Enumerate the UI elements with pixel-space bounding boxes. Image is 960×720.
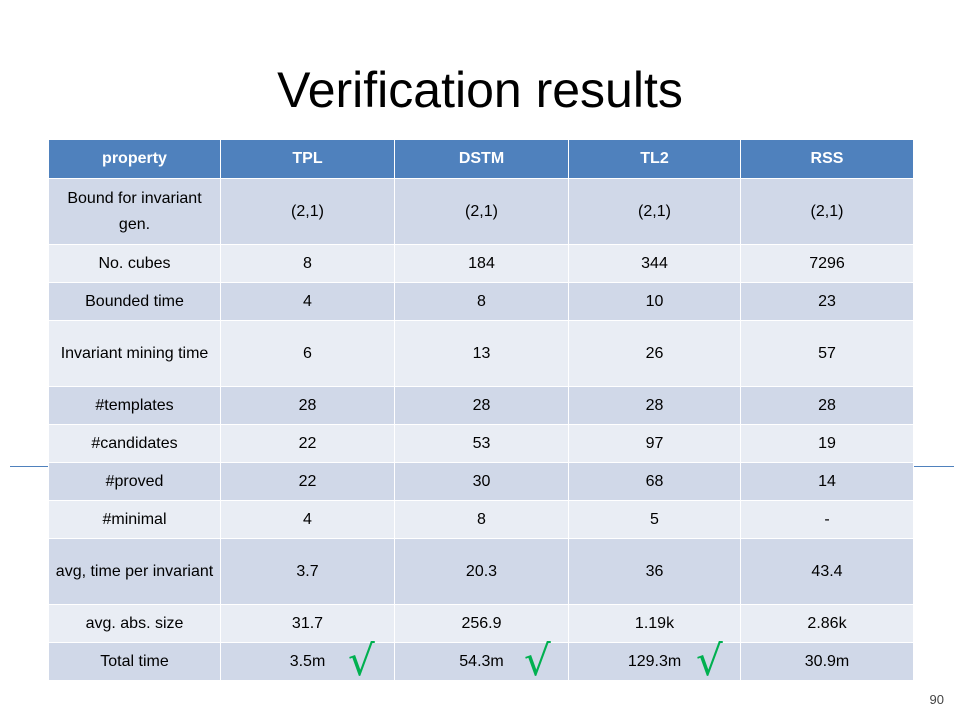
value-cell: 31.7 [220,604,395,643]
table-row: Bounded time 4 8 10 23 [48,282,914,321]
value-cell: 10 [568,282,741,321]
property-cell: #proved [48,462,221,501]
value-cell: (2,1) [394,178,569,245]
checkmark-icon: √ [696,636,723,685]
value-cell: 20.3 [394,538,569,605]
header-cell-dstm: DSTM [394,139,569,179]
value-cell: 43.4 [740,538,914,605]
value-cell: (2,1) [568,178,741,245]
value-cell: 344 [568,244,741,283]
value-cell: 8 [220,244,395,283]
property-cell: avg, time per invariant [48,538,221,605]
property-cell: #candidates [48,424,221,463]
value-cell: 13 [394,320,569,387]
table-row: Bound for invariant gen. (2,1) (2,1) (2,… [48,178,914,245]
value-cell: - [740,500,914,539]
table-row: No. cubes 8 184 344 7296 [48,244,914,283]
value-cell: 2.86k [740,604,914,643]
value-cell: 28 [568,386,741,425]
property-cell: #templates [48,386,221,425]
property-cell: Bounded time [48,282,221,321]
table-row: #templates 28 28 28 28 [48,386,914,425]
value-cell: 4 [220,500,395,539]
value-cell: 97 [568,424,741,463]
property-cell: Invariant mining time [48,320,221,387]
header-cell-rss: RSS [740,139,914,179]
value-cell: 54.3m [394,642,569,681]
header-row: property TPL DSTM TL2 RSS [48,139,914,179]
value-cell: 28 [394,386,569,425]
value-cell: 129.3m [568,642,741,681]
value-cell: 19 [740,424,914,463]
checkmark-icon: √ [524,636,551,685]
value-cell: 1.19k [568,604,741,643]
table-row: Invariant mining time 6 13 26 57 [48,320,914,387]
value-cell: 256.9 [394,604,569,643]
header-cell-tpl: TPL [220,139,395,179]
value-cell: 3.5m [220,642,395,681]
slide-title: Verification results [277,62,683,118]
table-row: #candidates 22 53 97 19 [48,424,914,463]
property-cell: #minimal [48,500,221,539]
value-cell: 22 [220,424,395,463]
value-cell: 14 [740,462,914,501]
value-cell: 5 [568,500,741,539]
value-cell: 4 [220,282,395,321]
value-cell: 28 [740,386,914,425]
header-cell-property: property [48,139,221,179]
value-cell: 30 [394,462,569,501]
value-cell: 26 [568,320,741,387]
value-cell: 30.9m [740,642,914,681]
checkmark-icon: √ [348,636,375,685]
value-cell: 68 [568,462,741,501]
value-cell: 53 [394,424,569,463]
value-cell: 7296 [740,244,914,283]
table-row: Total time 3.5m 54.3m 129.3m 30.9m [48,642,914,681]
property-cell: avg. abs. size [48,604,221,643]
value-cell: 36 [568,538,741,605]
value-cell: (2,1) [740,178,914,245]
value-cell: 6 [220,320,395,387]
table-row: avg. abs. size 31.7 256.9 1.19k 2.86k [48,604,914,643]
value-cell: 184 [394,244,569,283]
value-cell: 23 [740,282,914,321]
table-row: #proved 22 30 68 14 [48,462,914,501]
value-cell: 22 [220,462,395,501]
table-row: #minimal 4 8 5 - [48,500,914,539]
property-cell: No. cubes [48,244,221,283]
value-cell: 8 [394,282,569,321]
value-cell: 3.7 [220,538,395,605]
value-cell: (2,1) [220,178,395,245]
value-cell: 8 [394,500,569,539]
header-cell-tl2: TL2 [568,139,741,179]
page-number: 90 [929,692,944,707]
property-cell: Total time [48,642,221,681]
value-cell: 28 [220,386,395,425]
results-table: property TPL DSTM TL2 RSS Bound for inva… [48,139,914,681]
value-cell: 57 [740,320,914,387]
property-cell: Bound for invariant gen. [48,178,221,245]
table-row: avg, time per invariant 3.7 20.3 36 43.4 [48,538,914,605]
